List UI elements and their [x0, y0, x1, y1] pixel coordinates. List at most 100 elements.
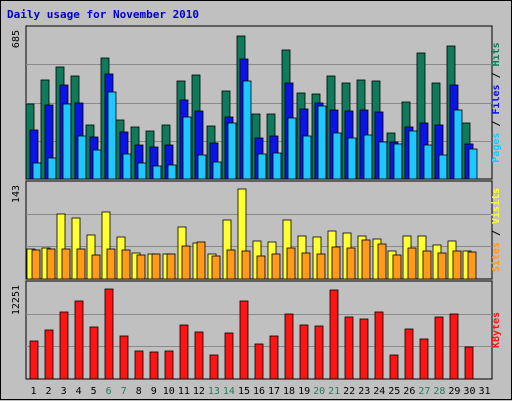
bar-sites-day-8 [136, 254, 146, 280]
bar-pages-day-19 [302, 135, 312, 180]
bar-sites-day-9 [151, 253, 161, 280]
bar-kbytes-day-10 [164, 350, 174, 380]
bar-pages-day-2 [47, 157, 57, 180]
bar-sites-day-22 [346, 247, 356, 280]
bar-pages-day-23 [363, 134, 373, 180]
bar-pages-day-6 [107, 91, 117, 180]
bar-kbytes-day-2 [44, 329, 54, 380]
bar-sites-day-14 [226, 249, 236, 280]
bar-pages-day-4 [77, 135, 87, 180]
x-tick-label-day-2: 2 [46, 386, 52, 397]
bar-kbytes-day-25 [389, 354, 399, 380]
legend-separator: / [491, 66, 502, 84]
bar-kbytes-day-20 [314, 325, 324, 380]
x-tick-label-day-30: 30 [463, 386, 475, 397]
x-tick-label-day-1: 1 [31, 386, 37, 397]
bar-sites-day-20 [316, 253, 326, 280]
bar-sites-day-5 [91, 254, 101, 280]
panel-sites-visits-legend: Sites / Visits [490, 188, 502, 272]
x-tick-label-day-28: 28 [433, 386, 445, 397]
bar-kbytes-day-15 [239, 300, 249, 380]
bar-kbytes-day-16 [254, 343, 264, 380]
legend-hits: Hits [490, 42, 502, 66]
x-tick-label-day-14: 14 [223, 386, 235, 397]
bar-pages-day-17 [272, 152, 282, 180]
bar-pages-day-7 [122, 153, 132, 180]
x-tick-label-day-27: 27 [418, 386, 430, 397]
bar-kbytes-day-9 [149, 351, 159, 380]
panel-sites-visits-ymax-label: 143 [11, 185, 22, 203]
bar-sites-day-18 [286, 247, 296, 280]
x-tick-label-day-23: 23 [358, 386, 370, 397]
bar-pages-day-12 [197, 154, 207, 180]
bar-kbytes-day-23 [359, 318, 369, 380]
legend-separator: / [491, 224, 502, 242]
bar-pages-day-27 [423, 144, 433, 180]
bar-pages-day-28 [438, 154, 448, 180]
bar-sites-day-7 [121, 249, 131, 280]
x-tick-label-day-21: 21 [328, 386, 340, 397]
legend-kbytes: KBytes [491, 312, 502, 348]
bar-pages-day-18 [287, 117, 297, 180]
x-tick-label-day-6: 6 [106, 386, 112, 397]
bar-sites-day-13 [211, 255, 221, 280]
x-tick-label-day-8: 8 [136, 386, 142, 397]
bar-kbytes-day-5 [89, 326, 99, 380]
bar-pages-day-22 [347, 137, 357, 180]
bar-sites-day-17 [271, 253, 281, 280]
bar-pages-day-15 [242, 80, 252, 180]
bar-visits-day-4 [71, 217, 81, 280]
chart-title: Daily usage for November 2010 [7, 8, 200, 21]
bar-pages-day-14 [227, 122, 237, 180]
bar-sites-day-24 [377, 243, 387, 280]
bar-pages-day-1 [32, 162, 42, 180]
bar-sites-day-2 [46, 248, 56, 280]
x-tick-label-day-24: 24 [373, 386, 385, 397]
bar-kbytes-day-27 [419, 338, 429, 380]
x-tick-label-day-25: 25 [388, 386, 400, 397]
bar-kbytes-day-28 [434, 316, 444, 380]
bar-visits-day-3 [56, 213, 66, 280]
bar-kbytes-day-30 [464, 346, 474, 380]
bar-kbytes-day-17 [269, 335, 279, 380]
x-tick-label-day-10: 10 [163, 386, 175, 397]
bar-sites-day-6 [106, 248, 116, 280]
x-tick-label-day-29: 29 [448, 386, 460, 397]
legend-separator: / [491, 115, 502, 133]
bar-kbytes-day-12 [194, 331, 204, 380]
x-tick-label-day-18: 18 [283, 386, 295, 397]
bar-sites-day-4 [76, 248, 86, 280]
bar-kbytes-day-18 [284, 313, 294, 380]
bar-sites-day-23 [361, 239, 371, 280]
bar-sites-day-26 [407, 247, 417, 280]
x-tick-label-day-16: 16 [253, 386, 265, 397]
legend-files: Files [490, 84, 502, 114]
bar-kbytes-day-8 [134, 350, 144, 380]
x-tick-label-day-13: 13 [208, 386, 220, 397]
bar-kbytes-day-24 [374, 311, 384, 380]
bar-pages-day-13 [212, 161, 222, 180]
bar-pages-day-26 [408, 130, 418, 180]
x-tick-label-day-31: 31 [478, 386, 490, 397]
x-tick-label-day-17: 17 [268, 386, 280, 397]
x-tick-label-day-12: 12 [193, 386, 205, 397]
x-tick-label-day-15: 15 [238, 386, 250, 397]
panel-pages-files-hits-ymax-label: 685 [11, 30, 22, 48]
panel-kbytes-legend: KBytes [491, 312, 502, 348]
bar-pages-day-10 [167, 164, 177, 180]
panel-kbytes-ymax-label: 12251 [11, 285, 22, 315]
bar-pages-day-24 [378, 141, 388, 180]
x-tick-label-day-3: 3 [61, 386, 67, 397]
bar-kbytes-day-22 [344, 316, 354, 380]
bar-kbytes-day-13 [209, 354, 219, 380]
bar-kbytes-day-4 [74, 300, 84, 380]
bar-pages-day-3 [62, 103, 72, 180]
bar-kbytes-day-21 [329, 289, 339, 380]
bar-pages-day-25 [393, 143, 403, 180]
bar-sites-day-10 [166, 253, 176, 280]
bar-sites-day-25 [392, 254, 402, 280]
bar-kbytes-day-11 [179, 324, 189, 380]
bar-pages-day-21 [332, 132, 342, 180]
